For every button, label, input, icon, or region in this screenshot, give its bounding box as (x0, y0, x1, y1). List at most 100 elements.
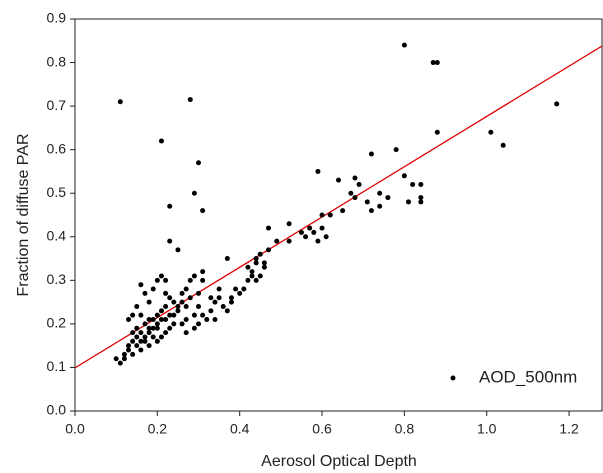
point (257, 273, 263, 279)
point (175, 308, 181, 314)
point (138, 282, 144, 288)
fit-line (75, 45, 602, 369)
point (220, 303, 226, 309)
point (154, 277, 160, 283)
point (150, 334, 156, 340)
point (500, 142, 506, 148)
point (488, 129, 494, 135)
point (154, 321, 160, 327)
point (134, 325, 140, 331)
point (158, 138, 164, 144)
point (183, 286, 189, 292)
point (257, 251, 263, 257)
point (377, 190, 383, 196)
y-tick-label: 0.6 (47, 140, 67, 156)
y-tick-label: 0.9 (47, 10, 67, 26)
point (196, 321, 202, 327)
point (208, 295, 214, 301)
point (368, 208, 374, 214)
y-tick-label: 0.1 (47, 358, 67, 374)
point (315, 238, 321, 244)
point (130, 312, 136, 318)
point (307, 225, 313, 231)
point (385, 195, 391, 201)
point (163, 317, 169, 323)
point (167, 203, 173, 209)
point (208, 308, 214, 314)
point (356, 182, 362, 188)
point (434, 129, 440, 135)
point (158, 317, 164, 323)
point (179, 290, 185, 296)
point (286, 221, 292, 227)
x-tick-label: 1.0 (477, 421, 497, 437)
point (142, 321, 148, 327)
point (261, 260, 267, 266)
y-tick-label: 0.7 (47, 97, 67, 113)
point (554, 101, 560, 107)
point (228, 299, 234, 305)
point (196, 303, 202, 309)
point (410, 182, 416, 188)
point (191, 312, 197, 318)
point (418, 195, 424, 201)
point (167, 295, 173, 301)
point (266, 247, 272, 253)
point (228, 295, 234, 301)
point (237, 290, 243, 296)
point (327, 212, 333, 218)
point (130, 351, 136, 357)
point (191, 190, 197, 196)
point (212, 299, 218, 305)
point (319, 212, 325, 218)
point (393, 147, 399, 153)
point (274, 238, 280, 244)
point (154, 312, 160, 318)
point (187, 295, 193, 301)
point (348, 190, 354, 196)
point (158, 273, 164, 279)
legend-label: AOD_500nm (479, 367, 577, 386)
x-tick-label: 1.2 (559, 421, 579, 437)
point (266, 225, 272, 231)
point (138, 338, 144, 344)
point (430, 60, 436, 66)
point (154, 325, 160, 331)
point (352, 175, 358, 181)
point (146, 343, 152, 349)
point (241, 286, 247, 292)
point (179, 299, 185, 305)
point (130, 338, 136, 344)
point (212, 317, 218, 323)
point (253, 277, 259, 283)
y-tick-label: 0.4 (47, 227, 67, 243)
plot-frame (74, 18, 603, 412)
point (298, 229, 304, 235)
x-tick-label: 0.6 (312, 421, 332, 437)
point (191, 273, 197, 279)
point (175, 247, 181, 253)
point (200, 269, 206, 275)
point (158, 334, 164, 340)
point (146, 299, 152, 305)
point (142, 290, 148, 296)
point (171, 299, 177, 305)
point (138, 330, 144, 336)
point (418, 199, 424, 205)
point (200, 208, 206, 214)
x-tick-label: 0.4 (230, 421, 250, 437)
point (121, 351, 127, 357)
y-tick-label: 0.2 (47, 315, 67, 331)
point (142, 338, 148, 344)
x-tick-label: 0.0 (65, 421, 85, 437)
point (401, 173, 407, 179)
point (138, 347, 144, 353)
point (401, 42, 407, 48)
point (167, 325, 173, 331)
point (146, 330, 152, 336)
y-axis-title: Fraction of diffuse PAR (15, 133, 32, 296)
point (146, 325, 152, 331)
point (146, 317, 152, 323)
y-tick-label: 0.8 (47, 53, 67, 69)
